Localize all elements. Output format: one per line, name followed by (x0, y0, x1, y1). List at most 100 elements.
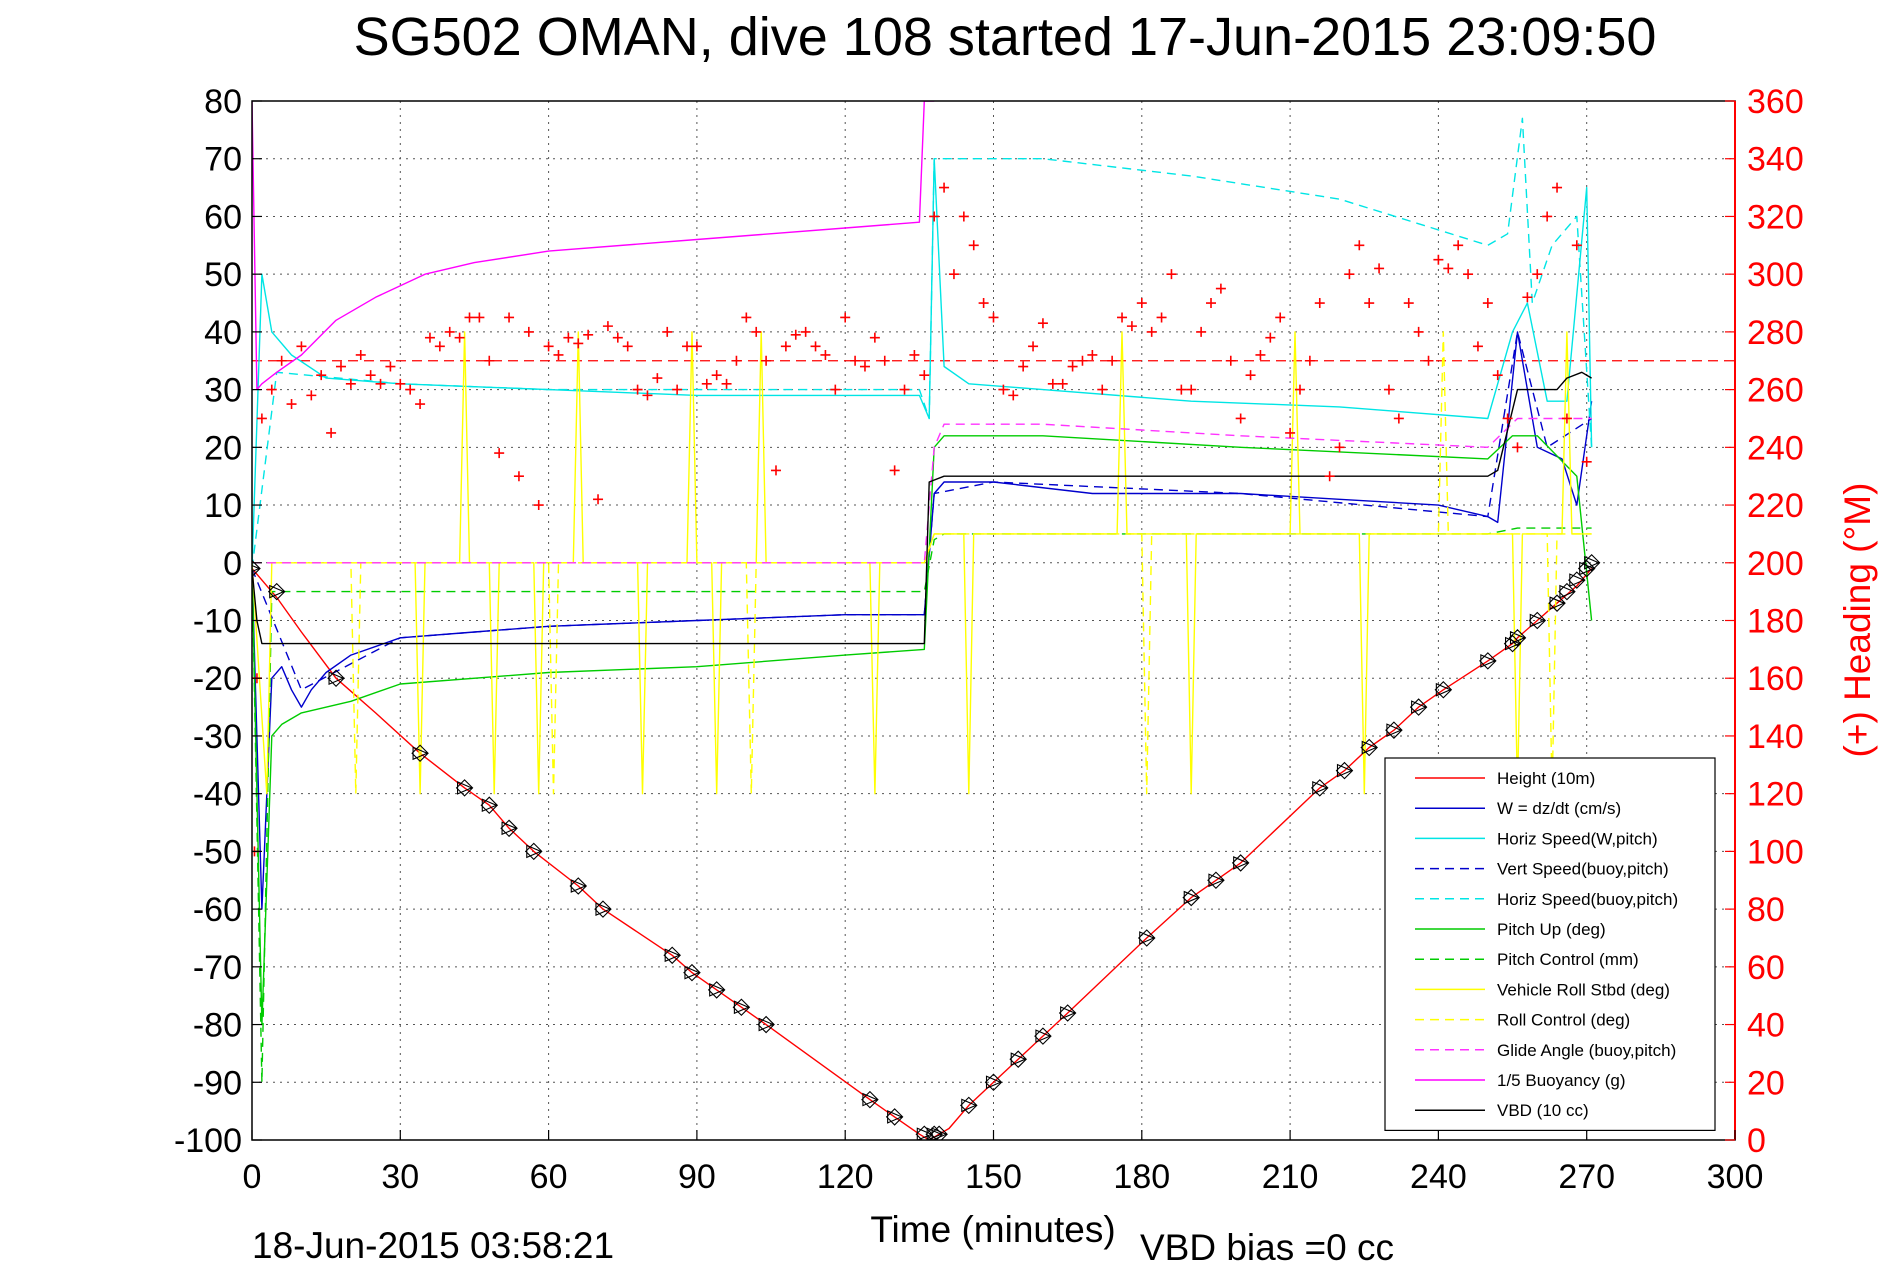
heading-point (850, 355, 861, 366)
depth-marker (1528, 611, 1547, 630)
y2-tick-label: 40 (1747, 1007, 1785, 1045)
depth-marker (1034, 1027, 1052, 1045)
series-pitch-up-deg (252, 435, 1593, 1026)
series-roll-control-deg (252, 331, 1592, 795)
legend-entry-vehicle-roll-stbd-deg: Vehicle Roll Stbd (deg) (1497, 980, 1670, 999)
heading-point (790, 329, 801, 340)
y-tick-label: 30 (204, 372, 242, 410)
y-tick-label: -10 (193, 603, 242, 641)
heading-point (1492, 370, 1503, 381)
depth-marker (663, 946, 681, 965)
y2-tick-label: 120 (1747, 776, 1804, 814)
heading-point (523, 326, 534, 337)
heading-point (335, 361, 346, 372)
depth-marker (1582, 554, 1601, 572)
heading-point (316, 370, 327, 381)
heading-point (978, 298, 989, 309)
legend-entry-vert-speed-buoy-pitch: Vert Speed(buoy,pitch) (1497, 860, 1669, 879)
heading-point (1314, 298, 1325, 309)
heading-point (1275, 312, 1286, 323)
heading-point (1413, 326, 1424, 337)
heading-point (385, 361, 396, 372)
heading-point (770, 465, 781, 476)
heading-point (1393, 413, 1404, 424)
heading-point (899, 384, 910, 395)
y2-tick-label: 140 (1747, 718, 1804, 756)
heading-point (840, 312, 851, 323)
legend-entry-vbd-10-cc: VBD (10 cc) (1497, 1101, 1589, 1120)
y-tick-label: -20 (193, 660, 242, 698)
heading-point (1463, 269, 1474, 280)
heading-point (1206, 298, 1217, 309)
heading-point (1126, 321, 1137, 332)
heading-point (454, 332, 465, 343)
heading-point (276, 355, 287, 366)
depth-marker (1182, 888, 1201, 907)
footer-timestamp: 18-Jun-2015 03:58:21 (252, 1225, 614, 1262)
series-1-5-buoyancy-g (252, 101, 935, 391)
heading-point (583, 329, 594, 340)
heading-point (869, 332, 880, 343)
legend-entry-pitch-control-mm: Pitch Control (mm) (1497, 950, 1639, 969)
heading-point (484, 355, 495, 366)
depth-marker (1548, 594, 1566, 612)
legend-entry-horiz-speed-buoy-pitch: Horiz Speed(buoy,pitch) (1497, 890, 1678, 909)
legend-entry-horiz-speed-w-pitch: Horiz Speed(W,pitch) (1497, 829, 1658, 848)
heading-point (691, 341, 702, 352)
heading-point (434, 341, 445, 352)
legend-entry-1-5-buoyancy-g: 1/5 Buoyancy (g) (1497, 1071, 1626, 1090)
depth-marker (1409, 698, 1428, 716)
y-tick-label: 70 (204, 141, 242, 179)
heading-point (1334, 442, 1345, 453)
heading-point (1522, 292, 1533, 303)
legend-entry-height-10m: Height (10m) (1497, 769, 1595, 788)
heading-point (1097, 384, 1108, 395)
heading-point (375, 378, 386, 389)
y-tick-label: -70 (193, 949, 242, 987)
heading-point (1443, 263, 1454, 274)
depth-marker (984, 1073, 1003, 1092)
heading-point (1057, 378, 1068, 389)
heading-point (810, 341, 821, 352)
heading-point (741, 312, 752, 323)
heading-point (1285, 427, 1296, 438)
heading-point (494, 448, 505, 459)
heading-point (1107, 355, 1118, 366)
x-tick-label: 150 (965, 1158, 1022, 1196)
depth-marker (732, 998, 751, 1017)
depth-marker (683, 963, 701, 982)
heading-point (1383, 384, 1394, 395)
heading-point (919, 370, 930, 381)
heading-point (879, 355, 890, 366)
heading-point (1561, 413, 1572, 424)
depth-marker (757, 1015, 775, 1034)
x-tick-label: 0 (243, 1158, 262, 1196)
depth-marker (267, 582, 286, 601)
y-tick-label: 50 (204, 256, 242, 294)
heading-point (1037, 318, 1048, 329)
depth-marker (1310, 779, 1329, 797)
footer-vbd-bias: VBD bias =0 cc (1140, 1227, 1394, 1262)
depth-marker (1558, 582, 1576, 601)
heading-point (1146, 326, 1157, 337)
y2-tick-label: 100 (1747, 833, 1804, 871)
heading-point (1255, 349, 1266, 360)
heading-point (504, 312, 515, 323)
heading-point (464, 312, 475, 323)
heading-point (672, 384, 683, 395)
heading-point (909, 349, 920, 360)
y2-tick-label: 160 (1747, 660, 1804, 698)
heading-point (948, 269, 959, 280)
heading-point (1552, 182, 1563, 193)
legend-entry-glide-angle-buoy-pitch: Glide Angle (buoy,pitch) (1497, 1041, 1676, 1060)
heading-point (612, 332, 623, 343)
x-tick-label: 270 (1558, 1158, 1615, 1196)
heading-point (563, 332, 574, 343)
series-horiz-speed-w-pitch (252, 157, 1593, 569)
series-vbd-10-cc (252, 371, 1592, 645)
heading-point (326, 427, 337, 438)
x-tick-label: 240 (1410, 1158, 1467, 1196)
heading-point (820, 349, 831, 360)
heading-point (1077, 355, 1088, 366)
heading-point (1344, 269, 1355, 280)
